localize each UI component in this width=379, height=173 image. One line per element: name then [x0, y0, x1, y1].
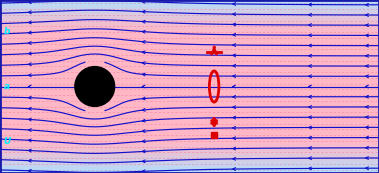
Text: b: b — [3, 27, 10, 36]
Text: U: U — [3, 137, 11, 146]
Text: a: a — [4, 82, 10, 91]
Circle shape — [75, 67, 114, 106]
